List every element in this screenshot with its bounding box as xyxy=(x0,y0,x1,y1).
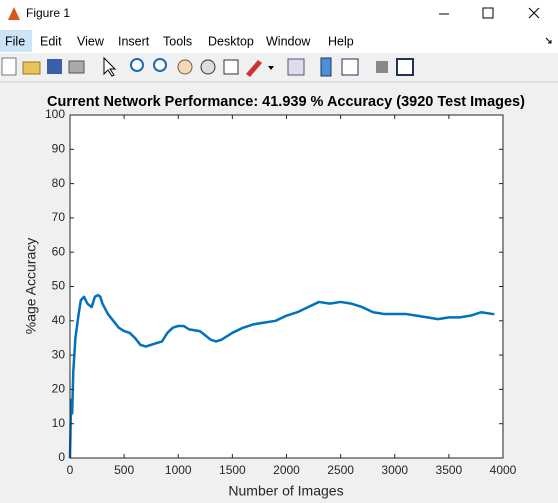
menu-bar xyxy=(0,29,558,53)
menu-item[interactable]: Insert xyxy=(118,34,150,48)
toolbar xyxy=(1,56,414,77)
tool-datatip[interactable] xyxy=(223,59,239,75)
tool-zoom-in[interactable] xyxy=(130,58,144,72)
x-axis-label: Number of Images xyxy=(228,483,343,499)
menu-item[interactable]: Tools xyxy=(163,34,192,48)
y-tick-label: 60 xyxy=(52,244,66,258)
tool-pointer[interactable] xyxy=(103,56,117,77)
x-tick-label: 2500 xyxy=(327,463,354,477)
tool-new[interactable] xyxy=(1,57,17,76)
y-tick-label: 100 xyxy=(45,107,65,121)
app-icon xyxy=(8,7,20,20)
y-tick-label: 20 xyxy=(52,382,66,396)
y-tick-label: 90 xyxy=(52,141,66,155)
dock-arrow[interactable] xyxy=(545,37,552,44)
x-tick-label: 3500 xyxy=(436,463,463,477)
x-tick-label: 4000 xyxy=(490,463,517,477)
tool-brush[interactable] xyxy=(246,60,262,77)
menu-item[interactable]: View xyxy=(77,34,105,48)
tool-brush-menu[interactable] xyxy=(268,66,274,70)
menu-item[interactable]: Window xyxy=(266,34,311,48)
y-tick-label: 40 xyxy=(52,313,66,327)
y-axis-label: %age Accuracy xyxy=(23,238,39,335)
maximize-button[interactable] xyxy=(482,7,494,19)
tool-rotate[interactable] xyxy=(200,59,216,75)
tool-link[interactable] xyxy=(287,58,305,76)
y-tick-label: 0 xyxy=(58,450,65,464)
x-tick-label: 1500 xyxy=(219,463,246,477)
tool-save[interactable] xyxy=(47,59,62,74)
chart-title: Current Network Performance: 41.939 % Ac… xyxy=(47,94,525,110)
tool-hide-plot[interactable] xyxy=(376,61,388,73)
y-tick-label: 70 xyxy=(52,210,66,224)
y-tick-label: 30 xyxy=(52,347,66,361)
menu-highlight xyxy=(0,30,32,52)
menu-item[interactable]: Desktop xyxy=(208,34,254,48)
tool-pan[interactable] xyxy=(177,59,193,75)
close-button[interactable] xyxy=(528,7,540,19)
menu-item[interactable]: Help xyxy=(328,34,354,48)
tool-colorbar[interactable] xyxy=(320,57,332,77)
x-tick-label: 500 xyxy=(114,463,134,477)
tool-show-plot[interactable] xyxy=(396,58,414,76)
data-line xyxy=(68,293,495,459)
y-tick-label: 80 xyxy=(52,176,66,190)
plot-area xyxy=(70,115,503,458)
x-tick-label: 2000 xyxy=(273,463,300,477)
window-title: Figure 1 xyxy=(26,6,70,20)
menu-item[interactable]: File xyxy=(5,34,25,48)
x-tick-label: 1000 xyxy=(165,463,192,477)
x-tick-label: 0 xyxy=(67,463,74,477)
tool-legend[interactable] xyxy=(341,58,359,76)
tool-zoom-out[interactable] xyxy=(153,58,167,72)
y-tick-label: 50 xyxy=(52,279,66,293)
tool-print[interactable] xyxy=(68,60,85,74)
tool-open[interactable] xyxy=(22,61,41,75)
y-tick-label: 10 xyxy=(52,416,66,430)
x-tick-label: 3000 xyxy=(381,463,408,477)
menu-item[interactable]: Edit xyxy=(40,34,62,48)
title-bar xyxy=(0,0,558,29)
